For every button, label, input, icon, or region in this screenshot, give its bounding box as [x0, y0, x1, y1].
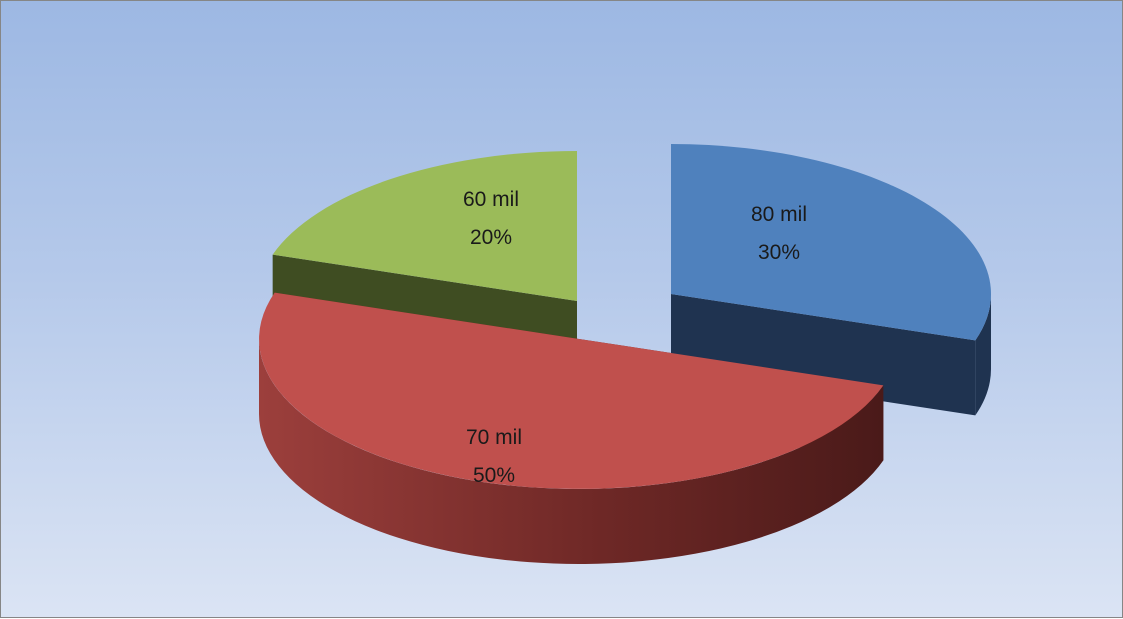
slice-percent-label: 20%: [470, 226, 512, 249]
pie-slice: [671, 144, 991, 341]
slice-value-label: 70 mil: [466, 426, 522, 449]
slice-value-label: 80 mil: [751, 203, 807, 226]
slice-percent-label: 50%: [473, 464, 515, 487]
pie-slice: [272, 151, 577, 301]
pie-slice: [259, 292, 884, 489]
pie-slice-side: [975, 294, 991, 416]
pie-slice-side: [259, 339, 884, 564]
pie-slice-wall: [671, 294, 976, 416]
slice-value-label: 60 mil: [463, 188, 519, 211]
slice-percent-label: 30%: [758, 241, 800, 264]
